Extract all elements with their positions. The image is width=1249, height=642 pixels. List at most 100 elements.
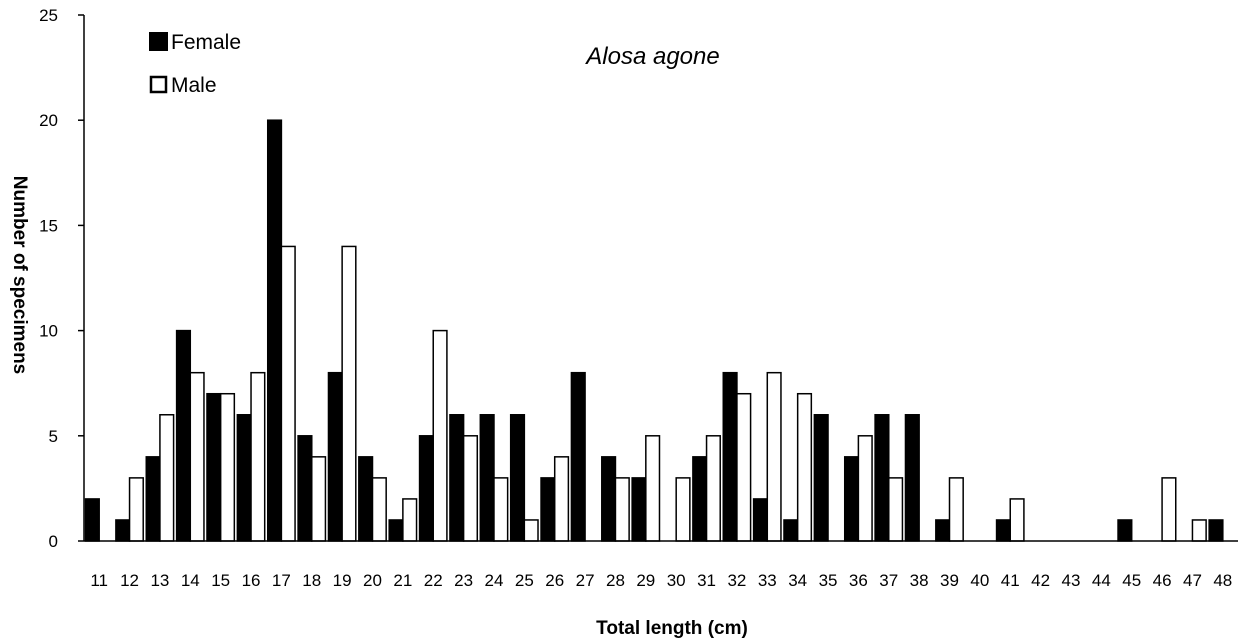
bar-male-39	[948, 477, 964, 542]
bar-female-21	[388, 519, 404, 542]
x-tick-label: 30	[667, 571, 686, 590]
bar-female-27	[570, 371, 586, 542]
bar-male-26	[553, 456, 570, 542]
bar-male-47	[1191, 519, 1207, 542]
bar-female-38	[904, 414, 920, 542]
bar-female-15	[206, 392, 222, 542]
x-tick-label: 25	[515, 571, 534, 590]
x-ticks-group: 11 12 13 14 15 16 17 18 19 20 21 22 23 24 25 26 27 28 29 30…	[90, 571, 1232, 590]
bar-male-30	[675, 477, 691, 542]
y-tick-label: 10	[39, 322, 58, 341]
bar-female-36	[843, 456, 860, 542]
x-tick-label: 22	[424, 571, 443, 590]
bar-female-32	[722, 371, 738, 542]
x-tick-label: 29	[636, 571, 655, 590]
bar-female-13	[145, 456, 161, 542]
x-tick-label: 16	[242, 571, 261, 590]
bar-female-19	[327, 371, 343, 542]
bar-female-48	[1208, 519, 1224, 542]
x-tick-label: 13	[150, 571, 169, 590]
bar-male-34	[796, 392, 813, 542]
bar-male-19	[341, 245, 357, 542]
bar-male-20	[371, 477, 387, 542]
x-tick-label: 33	[758, 571, 777, 590]
bar-male-16	[250, 371, 266, 542]
bar-female-34	[783, 519, 799, 542]
bar-female-22	[418, 435, 434, 542]
bar-female-17	[266, 119, 283, 542]
y-tick-label: 20	[39, 111, 58, 130]
bar-male-29	[645, 435, 661, 542]
y-tick-label: 15	[39, 216, 58, 235]
bar-female-31	[692, 456, 708, 542]
bar-male-13	[159, 414, 175, 542]
bar-female-39	[935, 519, 951, 542]
y-tick-label: 0	[49, 532, 58, 551]
x-tick-label: 35	[819, 571, 838, 590]
bar-male-21	[402, 498, 418, 542]
bar-male-37	[888, 477, 904, 542]
y-ticks-group: 0 5 10 15 20 25	[39, 6, 84, 551]
axes-group	[83, 15, 1238, 542]
bar-female-37	[874, 414, 890, 542]
bar-female-29	[631, 477, 647, 542]
y-tick-label: 25	[39, 6, 58, 25]
chart-title: Alosa agone	[584, 43, 719, 70]
bar-female-33	[752, 498, 769, 542]
bar-male-23	[462, 435, 479, 542]
y-tick-label: 5	[49, 427, 58, 446]
bar-male-36	[857, 435, 873, 542]
bar-female-23	[449, 414, 465, 542]
bar-male-17	[280, 245, 296, 542]
bars-group	[84, 119, 1224, 542]
x-tick-label: 39	[940, 571, 959, 590]
bar-male-28	[614, 477, 630, 542]
legend-swatch-female	[149, 32, 168, 51]
legend-swatch-male	[149, 75, 168, 94]
bar-male-46	[1161, 477, 1177, 542]
legend-label-male: Male	[171, 74, 217, 97]
bar-female-35	[813, 414, 829, 542]
bar-female-28	[601, 456, 617, 542]
x-tick-label: 14	[181, 571, 200, 590]
x-tick-label: 12	[120, 571, 139, 590]
legend-label-female: Female	[171, 31, 241, 54]
bar-female-14	[175, 329, 192, 542]
bar-male-41	[1009, 498, 1025, 542]
x-tick-label: 32	[727, 571, 746, 590]
x-tick-label: 26	[545, 571, 564, 590]
x-tick-label: 48	[1213, 571, 1232, 590]
x-tick-label: 19	[333, 571, 352, 590]
bar-female-24	[479, 414, 495, 542]
bar-female-12	[115, 519, 131, 542]
bar-female-45	[1117, 519, 1133, 542]
bar-male-22	[432, 329, 448, 542]
x-tick-label: 31	[697, 571, 716, 590]
bar-female-26	[540, 477, 556, 542]
bar-male-24	[493, 477, 509, 542]
bar-female-11	[84, 498, 100, 542]
x-tick-label: 45	[1122, 571, 1141, 590]
x-tick-label: 41	[1001, 571, 1020, 590]
x-tick-label: 42	[1031, 571, 1050, 590]
x-tick-label: 17	[272, 571, 291, 590]
bar-female-16	[236, 414, 252, 542]
x-tick-label: 21	[393, 571, 412, 590]
legend: Female Male	[149, 31, 241, 97]
x-tick-label: 44	[1092, 571, 1111, 590]
bar-male-25	[523, 519, 539, 542]
x-tick-label: 15	[211, 571, 230, 590]
x-tick-label: 36	[849, 571, 868, 590]
x-tick-label: 34	[788, 571, 807, 590]
bar-male-12	[128, 477, 144, 542]
bar-female-41	[995, 519, 1011, 542]
bar-male-14	[189, 371, 205, 542]
x-tick-label: 27	[576, 571, 595, 590]
bar-male-32	[736, 392, 752, 542]
bar-male-15	[219, 392, 236, 542]
bar-female-18	[297, 435, 313, 542]
x-tick-label: 24	[485, 571, 504, 590]
x-tick-label: 23	[454, 571, 473, 590]
y-axis-title: Number of specimens	[9, 176, 30, 375]
